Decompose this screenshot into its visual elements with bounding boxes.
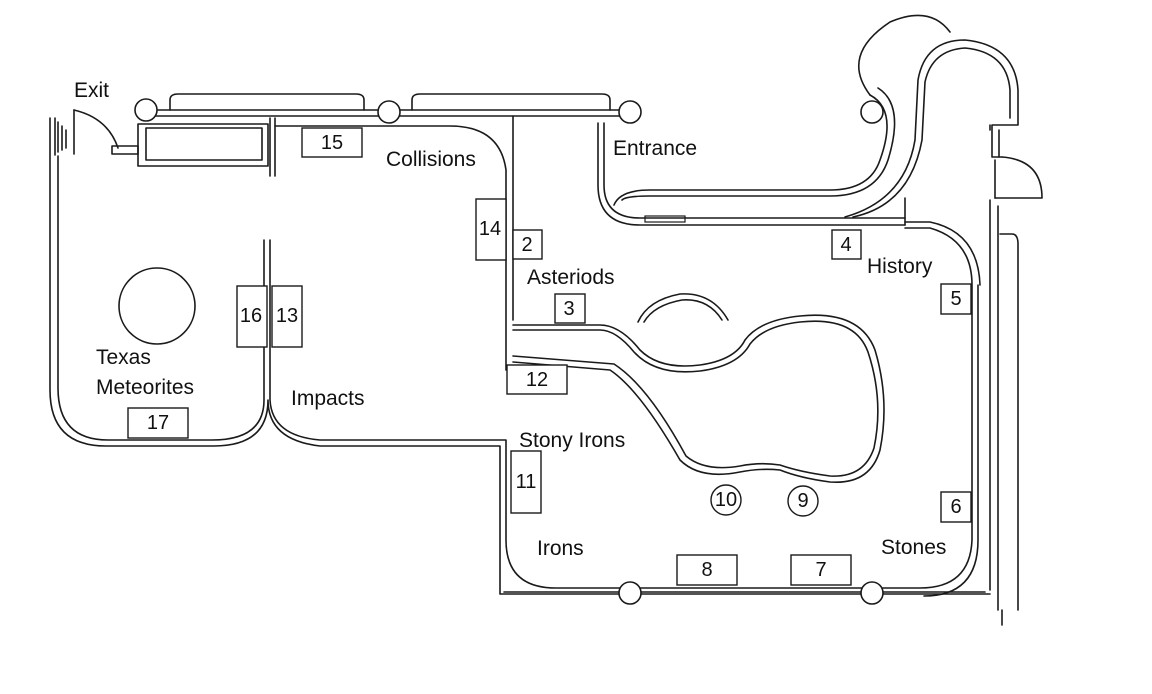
exhibit-number: 10 (715, 489, 737, 511)
exhibit-number: 13 (276, 305, 298, 327)
exhibit-15: 15 (301, 127, 363, 158)
exhibit-11: 11 (510, 450, 542, 514)
column (134, 98, 158, 122)
gallery-walls (49, 115, 1019, 626)
exhibit-number: 4 (840, 234, 851, 256)
exhibit-number: 14 (479, 218, 501, 240)
entrance-corridor (597, 14, 1043, 226)
column (618, 100, 642, 124)
exhibit-9: 9 (787, 485, 819, 517)
exhibit-number: 17 (147, 412, 169, 434)
exhibit-12: 12 (506, 364, 568, 395)
exhibit-number: 16 (240, 305, 262, 327)
exhibit-4: 4 (831, 229, 862, 260)
column (618, 581, 642, 605)
entrance-label: Entrance (613, 137, 697, 160)
impacts-label: Impacts (291, 387, 365, 410)
exhibit-number: 2 (521, 234, 532, 256)
exhibit-13: 13 (271, 285, 303, 348)
asteriods-label: Asteriods (527, 266, 615, 289)
exit-label: Exit (74, 79, 109, 102)
exhibit-8: 8 (676, 554, 738, 586)
history-label: History (867, 255, 933, 278)
column (860, 100, 884, 124)
north-wall (54, 93, 631, 177)
central-island (512, 293, 885, 483)
exhibit-7: 7 (790, 554, 852, 586)
irons-label: Irons (537, 537, 584, 560)
exhibit-number: 9 (797, 490, 808, 512)
exhibit-5: 5 (940, 283, 972, 315)
column (377, 100, 401, 124)
exhibit-number: 7 (815, 559, 826, 581)
exhibit-10: 10 (710, 484, 742, 516)
texas-round-case (118, 267, 196, 345)
stones-label: Stones (881, 536, 946, 559)
exhibit-number: 5 (950, 288, 961, 310)
exhibit-2: 2 (512, 229, 543, 260)
exhibit-number: 12 (526, 369, 548, 391)
exhibit-number: 3 (563, 298, 574, 320)
exhibit-16: 16 (236, 285, 268, 348)
exhibit-number: 15 (321, 132, 343, 154)
exhibit-number: 6 (950, 496, 961, 518)
columns (118, 98, 884, 605)
exhibit-17: 17 (127, 407, 189, 439)
meteorites-label: Meteorites (96, 376, 194, 399)
collisions-label: Collisions (386, 148, 476, 171)
exhibit-6: 6 (940, 491, 972, 523)
stony-irons-label: Stony Irons (519, 429, 625, 452)
exhibit-14: 14 (475, 198, 507, 261)
texas-label: Texas (96, 346, 151, 369)
exhibit-3: 3 (554, 293, 586, 324)
exhibit-number: 11 (516, 471, 537, 493)
exhibit-number: 8 (701, 559, 712, 581)
column (860, 581, 884, 605)
